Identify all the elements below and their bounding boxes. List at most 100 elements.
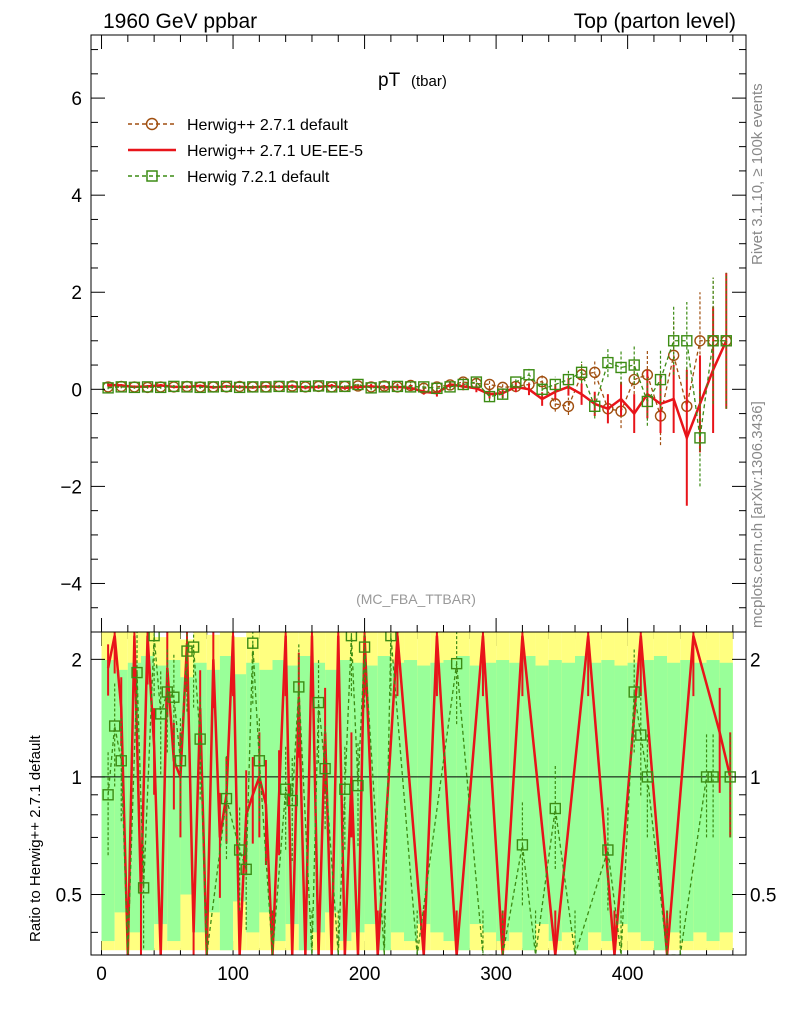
data-point-square [286, 381, 298, 393]
ratio-panel: 0.5 0.5 1 1 2 2 Ratio to Herwig++ 2.7.1 defau… [27, 631, 776, 956]
ratio-point-square [641, 771, 654, 783]
ratio-band-green [680, 660, 694, 942]
ratio-point-square [293, 681, 305, 693]
legend-marker-circle [145, 117, 159, 131]
y-tick-label: −4 [60, 574, 82, 595]
data-point-square [378, 381, 391, 393]
ratio-y-tick-label-right: 1 [750, 768, 761, 789]
chart-title-sub: (tbar) [411, 73, 447, 90]
chart-title-main: pT [378, 70, 401, 91]
data-point-square [562, 373, 575, 386]
ratio-point-square [102, 789, 114, 801]
ratio-point-square [174, 755, 187, 767]
y-tick-label: 6 [71, 89, 82, 110]
ratio-point-square [108, 720, 121, 732]
legend-marker-square [146, 170, 158, 182]
data-point-circle [694, 335, 706, 347]
legend-item-herwigpp-ueee5: Herwig++ 2.7.1 UE-EE-5 [128, 143, 363, 160]
ratio-band-green [719, 662, 733, 933]
data-point-square [496, 388, 509, 400]
ratio-y-tick-label: 2 [71, 650, 82, 671]
data-point-circle [562, 400, 575, 413]
data-point-square [391, 380, 404, 393]
data-point-square [589, 400, 601, 413]
ratio-point-square [358, 641, 371, 653]
data-point-square [312, 380, 325, 392]
data-point-square [720, 335, 732, 347]
data-point-square [602, 356, 614, 369]
ratio-point-square [187, 641, 200, 653]
ratio-point-square [115, 755, 127, 767]
ratio-point-square [385, 632, 397, 642]
data-point-square [220, 380, 233, 393]
data-point-square [483, 390, 496, 403]
ratio-frame [90, 631, 747, 956]
data-point-circle [667, 349, 680, 362]
data-point-square [418, 381, 430, 393]
ratio-band-green [548, 660, 562, 942]
data-point-square [339, 380, 351, 393]
ratio-band-green [535, 665, 549, 925]
data-point-square [325, 381, 338, 393]
series-line-dashed [108, 340, 727, 438]
ratio-point-square [549, 802, 561, 815]
data-point-square [115, 381, 127, 393]
data-point-square [102, 382, 114, 394]
ratio-point-square [181, 645, 193, 657]
ratio-point-square [352, 779, 364, 792]
ratio-axes: 0.5 0.5 1 1 2 2 [56, 650, 776, 933]
ratio-band-green [601, 660, 615, 942]
ratio-band-green [482, 662, 497, 933]
data-point-circle [589, 366, 601, 379]
data-point-square [654, 373, 667, 386]
ratio-y-tick-label: 0.5 [56, 886, 82, 907]
ratio-point-square [194, 733, 206, 745]
ratio-point-square [220, 792, 233, 805]
y-tick-label: 0 [71, 380, 82, 401]
ratio-point-square [339, 783, 351, 795]
ratio-point-square [240, 863, 252, 876]
data-point-square [444, 381, 456, 393]
ratio-point-square [168, 691, 180, 703]
data-point-square [694, 432, 706, 444]
x-tick-label: 0 [96, 964, 107, 985]
legend-label: Herwig++ 2.7.1 default [187, 117, 349, 134]
ratio-band-green [614, 665, 628, 925]
data-point-square [233, 381, 246, 394]
legend-item-herwigpp-default: Herwig++ 2.7.1 default [128, 117, 349, 134]
header-left: 1960 GeV ppbar [103, 10, 257, 33]
ratio-point-square [707, 771, 719, 783]
ratio-point-square [345, 632, 358, 642]
data-point-square [352, 378, 364, 391]
watermark: (MC_FBA_TTBAR) [356, 591, 476, 607]
data-point-square [365, 382, 377, 394]
mcplots-side-label: mcplots.cern.ch [arXiv:1306.3436] [749, 401, 766, 628]
x-tick-label: 200 [349, 964, 381, 985]
ratio-point-square [602, 844, 614, 856]
ratio-band-green [390, 662, 405, 933]
data-point-square [181, 381, 193, 393]
ratio-point-square [247, 637, 259, 649]
ratio-point-square [450, 657, 463, 670]
data-point-square [628, 359, 640, 371]
y-tick-label: 4 [71, 186, 82, 207]
data-point-square [641, 395, 654, 408]
data-point-square [194, 381, 206, 394]
ratio-point-square [286, 794, 298, 807]
data-point-circle [536, 375, 548, 388]
data-point-square [510, 376, 522, 388]
data-point-square [260, 381, 272, 393]
data-point-square [128, 381, 141, 394]
ratio-point-square [137, 882, 150, 894]
legend-label: Herwig 7.2.1 default [187, 169, 330, 186]
ratio-band-green [561, 662, 576, 933]
data-point-square [141, 381, 154, 393]
ratio-point-square [700, 771, 713, 783]
data-point-square [523, 369, 535, 381]
ratio-band-green [653, 655, 668, 951]
ratio-point-square [131, 666, 143, 679]
data-point-square [575, 366, 588, 379]
data-point-square [707, 335, 719, 347]
ratio-point-square [155, 708, 167, 720]
